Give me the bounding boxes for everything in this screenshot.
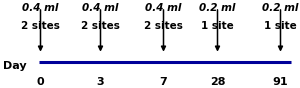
Text: 7: 7 bbox=[160, 77, 167, 87]
Text: 91: 91 bbox=[273, 77, 288, 87]
Text: 0.2 ml: 0.2 ml bbox=[262, 3, 299, 13]
Text: 2 sites: 2 sites bbox=[144, 21, 183, 31]
Text: 0.4 ml: 0.4 ml bbox=[22, 3, 59, 13]
Text: 0: 0 bbox=[37, 77, 44, 87]
Text: 28: 28 bbox=[210, 77, 225, 87]
Text: 0.4 ml: 0.4 ml bbox=[145, 3, 182, 13]
Text: 3: 3 bbox=[97, 77, 104, 87]
Text: 2 sites: 2 sites bbox=[21, 21, 60, 31]
Text: 0.4 ml: 0.4 ml bbox=[82, 3, 119, 13]
Text: 0.2 ml: 0.2 ml bbox=[199, 3, 236, 13]
Text: 1 site: 1 site bbox=[264, 21, 297, 31]
Text: 1 site: 1 site bbox=[201, 21, 234, 31]
Text: Day: Day bbox=[3, 61, 27, 71]
Text: 2 sites: 2 sites bbox=[81, 21, 120, 31]
